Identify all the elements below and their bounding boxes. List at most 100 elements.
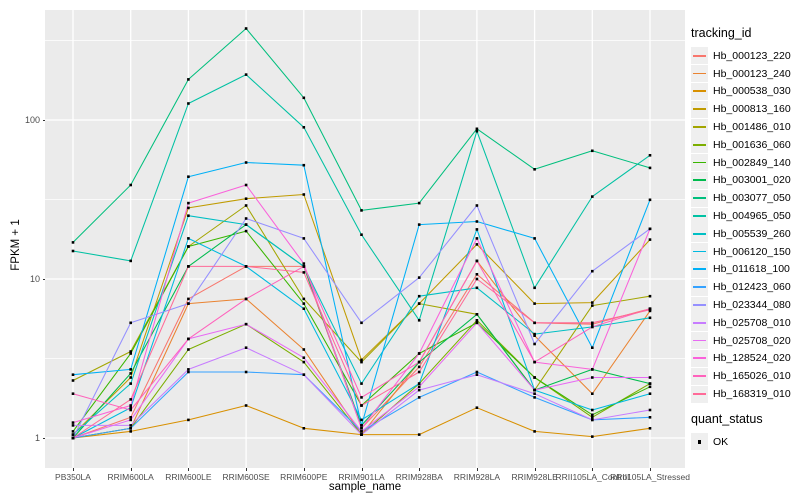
data-point [302,265,306,268]
legend-item-Hb_005539_260: Hb_005539_260 [691,225,799,243]
data-point [648,416,652,419]
data-point [648,427,652,430]
data-point [187,302,190,305]
legend-item-label: Hb_011618_100 [713,263,790,276]
legend-key-line-icon [693,339,706,342]
legend-item-Hb_001486_010: Hb_001486_010 [691,118,799,136]
data-point [591,368,594,371]
data-point [244,183,248,187]
data-point [187,297,190,301]
data-point [244,322,248,326]
legend-item-Hb_000813_160: Hb_000813_160 [691,100,799,118]
data-point [360,209,363,212]
data-point [187,265,190,268]
data-point [591,149,594,153]
y-tick-mark [42,120,45,121]
data-point [417,319,421,322]
x-tick-label: RRII105LA_Stressed [610,472,690,482]
data-point [591,301,594,304]
data-point [71,241,75,244]
legend-key-line-icon [693,215,706,217]
legend-item-Hb_011618_100: Hb_011618_100 [691,260,799,279]
data-point [417,352,421,355]
legend-item-Hb_025708_020: Hb_025708_020 [691,332,799,350]
data-point [417,276,421,279]
data-point [302,356,306,359]
quant-status-legend: quant_status OK [691,412,799,451]
legend-key-line-icon [693,54,706,57]
legend-key-line-icon [693,143,706,146]
x-tick-mark [73,468,74,471]
data-point [417,223,421,226]
legend-item-Hb_003001_020: Hb_003001_020 [691,171,799,190]
data-point [360,418,363,422]
legend-item-label: Hb_000123_220 [713,49,791,62]
legend-item-label: Hb_025708_020 [713,334,791,347]
data-point [302,96,306,100]
data-point [475,321,479,325]
data-point [244,197,248,200]
data-point [648,385,652,389]
data-point [417,382,421,385]
legend-item-label: Hb_128524_020 [713,352,791,365]
x-tick-label: RRIM600LE [165,472,212,482]
data-point [360,360,363,364]
x-axis-title: sample_name [328,481,402,493]
data-point [417,433,421,436]
data-point [591,413,594,417]
legend-item-label: Hb_006120_150 [713,245,791,258]
data-point [475,228,479,231]
data-point [71,433,75,436]
legend-key-swatch [691,225,708,243]
data-point [129,424,132,427]
legend-key-swatch [691,278,708,296]
data-point [187,214,190,217]
data-point [129,408,132,412]
data-point [71,436,75,440]
legend-key-line-icon [693,90,706,93]
legend-items: Hb_000123_220 Hb_000123_240 Hb_000538_030 H… [691,47,799,403]
data-point [302,237,306,240]
legend-key-line-icon [693,304,706,306]
x-tick-mark [361,468,363,471]
legend-item-Hb_168319_010: Hb_168319_010 [691,385,799,403]
data-point [591,408,594,412]
data-point [129,352,132,355]
legend-key-swatch [691,171,708,189]
y-axis-title: FPKM + 1 [10,219,22,271]
data-point [475,319,479,322]
data-point [360,233,363,236]
data-point [591,321,594,325]
y-tick-label: 10 [29,274,40,284]
data-point [360,358,363,362]
data-point [475,286,479,290]
data-point [475,127,479,131]
data-point [591,376,594,379]
x-tick-mark [476,468,478,471]
data-point [591,392,594,395]
legend-key-swatch [691,296,708,314]
data-point [417,360,421,364]
data-point [417,370,421,374]
legend-key-line-icon [693,232,706,235]
data-point [244,223,248,226]
data-point [533,342,536,346]
data-point [475,373,479,376]
data-point [244,265,248,268]
data-point [417,201,421,205]
legend-key-swatch [691,118,708,136]
data-point [360,433,363,436]
legend-item-label: Hb_165026_010 [713,370,791,383]
legend-item-label: Hb_012423_060 [713,281,791,294]
data-point [71,421,75,424]
data-point [475,313,479,316]
data-point [533,237,536,240]
data-point [591,269,594,273]
data-point [360,382,363,385]
legend-item-Hb_025708_010: Hb_025708_010 [691,314,799,332]
data-point [129,418,132,422]
data-point [417,294,421,298]
data-point [475,273,479,276]
data-point [533,396,536,399]
legend-key-swatch [691,82,708,100]
